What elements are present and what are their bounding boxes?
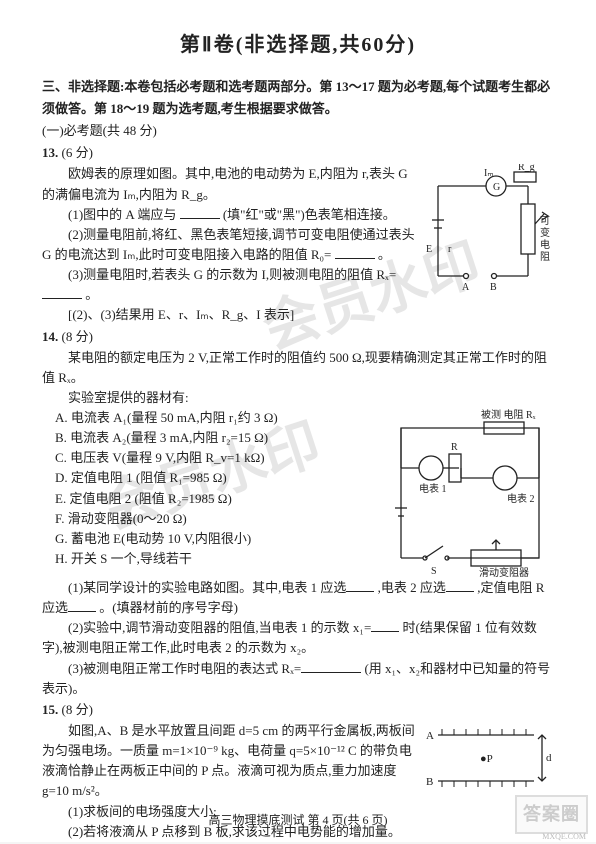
label-d: d [546,752,552,764]
q13-p2end: 。 [378,247,391,262]
blank [68,598,96,612]
label-var2: 变 [540,226,550,239]
q14-circuit-diagram: 被测 电阻 Rₓ 电表 1 电表 2 R S 滑动变阻器 [389,408,554,578]
label-B: B [426,776,433,788]
label-B: B [490,282,497,293]
label-var1: 可 [540,216,550,227]
label-A: A [462,282,470,293]
q15-plate-diagram: A B ●P d [424,721,554,799]
label-P: ●P [480,753,493,765]
label-E: E [426,244,432,255]
label-m2: 电表 2 [507,492,535,505]
q13-p3b: 。 [85,287,98,302]
q13-p3a: (3)测量电阻时,若表头 G 的示数为 I,则被测电阻的阻值 Rₓ= [68,267,396,282]
blank [42,285,82,299]
section-title: 第Ⅱ卷(非选择题,共60分) [42,28,554,62]
q15-p2: (2)若将液滴从 P 点移到 B 板,求该过程中电势能的增加量。 [42,822,554,842]
q14-p2a: (2)实验中,调节滑动变阻器的阻值,当电表 1 的示数 x₁= [68,620,371,635]
q14-p1d: 。(填器材前的序号字母) [99,600,238,615]
label-Rg: R_g [518,164,535,173]
q13-number: 13. [42,145,58,160]
label-G: G [493,182,500,193]
label-S: S [431,566,437,577]
q14-stem2: 实验室提供的器材有: [42,388,554,408]
q14-p1b: ,电表 2 应选 [378,580,446,595]
q14-p3a: (3)被测电阻正常工作时电阻的表达式 Rₓ= [68,661,301,676]
q14-points: (8 分) [62,329,93,344]
blank [446,578,474,592]
label-A: A [426,730,434,742]
label-var3: 电 [540,238,550,251]
q13-p1a: (1)图中的 A 端应与 [68,207,176,222]
q15-points: (8 分) [62,702,93,717]
blank [346,578,374,592]
label-r: r [448,244,452,255]
label-rx: 被测 电阻 Rₓ [481,408,536,421]
q15-p1: (1)求板间的电场强度大小; [42,802,554,822]
q15-number: 15. [42,702,58,717]
q13-note: [(2)、(3)结果用 E、r、Iₘ、R_g、I 表示] [42,305,554,325]
label-R: R [451,442,458,453]
q13-p1b: (填"红"或"黑")色表笔相连接。 [223,207,396,222]
q13-circuit-diagram: Iₘ R_g G E r 可 变 电 阻 A B [424,164,554,304]
q14-number: 14. [42,329,58,344]
q14-stem: 某电阻的额定电压为 2 V,正常工作时的阻值约 500 Ω,现要精确测定其正常工… [42,348,554,388]
blank [371,618,399,632]
q14-p1a: (1)某同学设计的实验电路如图。其中,电表 1 应选 [68,580,346,595]
instruction-heading: 三、非选择题:本卷包括必考题和选考题两部分。第 13～17 题为必考题,每个试题… [42,76,554,120]
label-m1: 电表 1 [419,482,447,495]
blank [180,205,220,219]
label-var4: 阻 [540,251,550,263]
instruction-sub: (一)必考题(共 48 分) [42,120,554,142]
label-Ig: Iₘ [484,168,494,179]
blank [335,245,375,259]
blank [301,659,361,673]
label-slider: 滑动变阻器 [479,566,529,578]
q13-points: (6 分) [62,145,93,160]
